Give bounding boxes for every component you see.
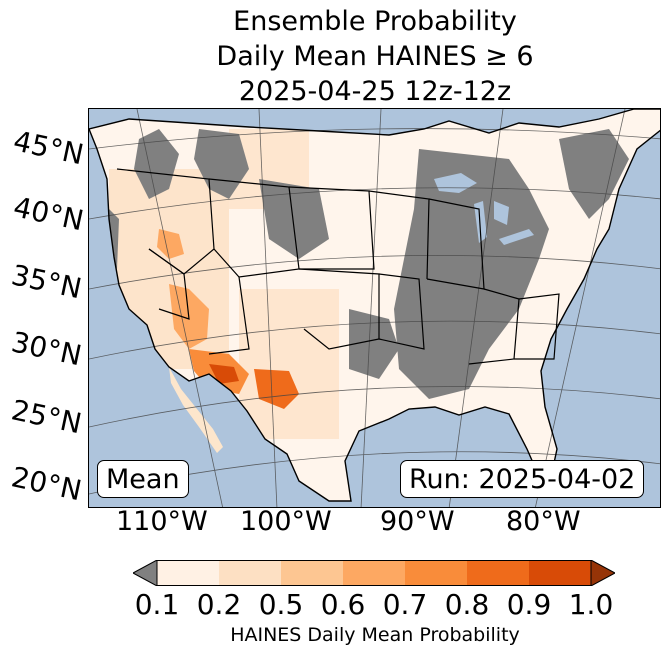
- colorbar-tick-label: 0.9: [506, 588, 552, 621]
- state-boundaries: [116, 168, 560, 365]
- colorbar-segments: [157, 560, 592, 586]
- colorbar-tick-label: 1.0: [568, 588, 614, 621]
- lat-label-20: 20°N: [8, 460, 85, 508]
- lon-label-90: 90°W: [380, 506, 455, 537]
- baja-peninsula: [169, 367, 223, 453]
- lon-label-80: 80°W: [506, 506, 581, 537]
- prob-patch-south: [239, 289, 339, 439]
- lat-label-45: 45°N: [10, 124, 87, 172]
- title-line-1: Ensemble Probability: [233, 6, 517, 37]
- colorbar-frame: [156, 560, 592, 586]
- colorbar-label: HAINES Daily Mean Probability: [230, 624, 520, 646]
- probability-map: [88, 108, 661, 508]
- colorbar-tick-label: 0.5: [258, 588, 304, 621]
- colorbar-segment: [405, 560, 468, 586]
- colorbar-tick-label: 0.1: [134, 588, 180, 621]
- low-area-central: [394, 149, 549, 399]
- title-line-2: Daily Mean HAINES ≥ 6: [216, 41, 534, 72]
- coastline: [89, 109, 660, 502]
- colorbar-tick-label: 0.6: [320, 588, 366, 621]
- colorbar-segment: [281, 560, 344, 586]
- title-line-3: 2025-04-25 12z-12z: [238, 76, 512, 107]
- lat-label-30: 30°N: [8, 325, 85, 373]
- colorbar-under-arrow: [133, 560, 158, 586]
- lat-label-40: 40°N: [10, 190, 87, 238]
- colorbar-tick-label: 0.8: [444, 588, 490, 621]
- lat-label-35: 35°N: [8, 258, 85, 306]
- colorbar-segment: [157, 560, 220, 586]
- low-area-tx: [349, 309, 399, 379]
- probability-fill: [99, 129, 629, 439]
- colorbar: [133, 560, 615, 586]
- lake-erie: [499, 229, 534, 245]
- colorbar-over-arrow: [590, 560, 615, 586]
- colorbar-segment: [343, 560, 406, 586]
- map-canvas: [89, 109, 660, 507]
- colorbar-tick-label: 0.7: [382, 588, 428, 621]
- colorbar-tick-label: 0.2: [196, 588, 242, 621]
- lake-michigan: [474, 201, 487, 243]
- lon-label-110: 110°W: [116, 506, 208, 537]
- run-date-box: Run: 2025-04-02: [400, 460, 645, 498]
- colorbar-segment: [219, 560, 282, 586]
- colorbar-segment: [467, 560, 530, 586]
- lat-label-25: 25°N: [8, 393, 85, 441]
- low-area-wy: [259, 179, 329, 259]
- lon-label-100: 100°W: [240, 506, 332, 537]
- high-area-nv: [157, 229, 184, 259]
- lake-huron: [494, 201, 509, 225]
- high-area-mex-2: [254, 369, 299, 409]
- stat-box: Mean: [97, 460, 189, 498]
- colorbar-segment: [529, 560, 592, 586]
- low-area-ne: [559, 129, 629, 219]
